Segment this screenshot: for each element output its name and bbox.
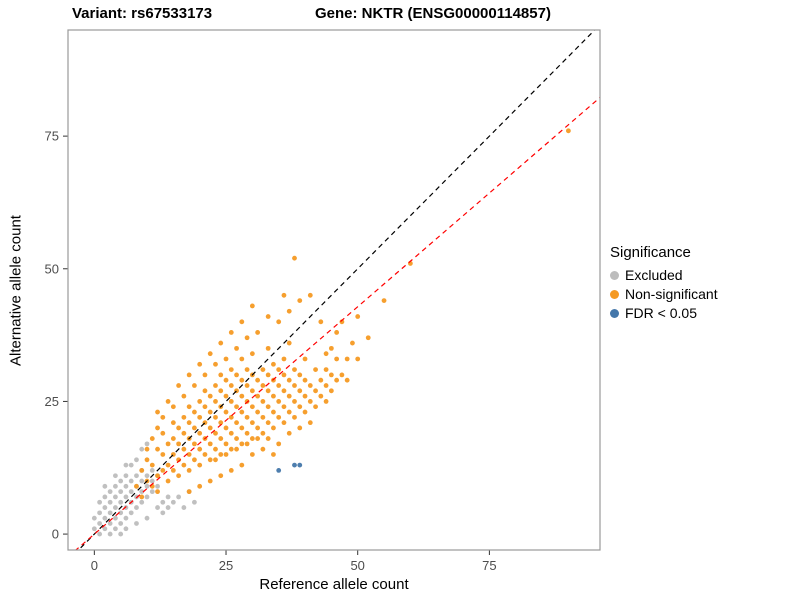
- svg-text:25: 25: [219, 558, 233, 573]
- chart-title-gene: Gene: NKTR (ENSG00000114857): [315, 5, 551, 22]
- legend-dot-icon: [610, 289, 619, 299]
- svg-text:25: 25: [45, 394, 59, 409]
- svg-text:75: 75: [45, 129, 59, 144]
- legend-dot-icon: [610, 308, 619, 318]
- x-axis-title: Reference allele count: [259, 576, 409, 593]
- legend-item: Excluded: [610, 267, 718, 283]
- svg-text:0: 0: [52, 527, 59, 542]
- legend-item: FDR < 0.05: [610, 305, 718, 321]
- legend-items: Excluded Non-significant FDR < 0.05: [610, 267, 718, 321]
- legend: Significance Excluded Non-significant FDR …: [610, 244, 718, 324]
- legend-item: Non-significant: [610, 286, 718, 302]
- svg-text:50: 50: [45, 261, 59, 276]
- legend-dot-icon: [610, 270, 619, 280]
- legend-label: FDR < 0.05: [625, 305, 697, 321]
- legend-title: Significance: [610, 244, 691, 261]
- legend-label: Non-significant: [625, 286, 718, 302]
- svg-text:0: 0: [91, 558, 98, 573]
- chart-title-variant: Variant: rs67533173: [72, 5, 213, 22]
- svg-text:50: 50: [350, 558, 364, 573]
- svg-text:75: 75: [482, 558, 496, 573]
- legend-label: Excluded: [625, 267, 683, 283]
